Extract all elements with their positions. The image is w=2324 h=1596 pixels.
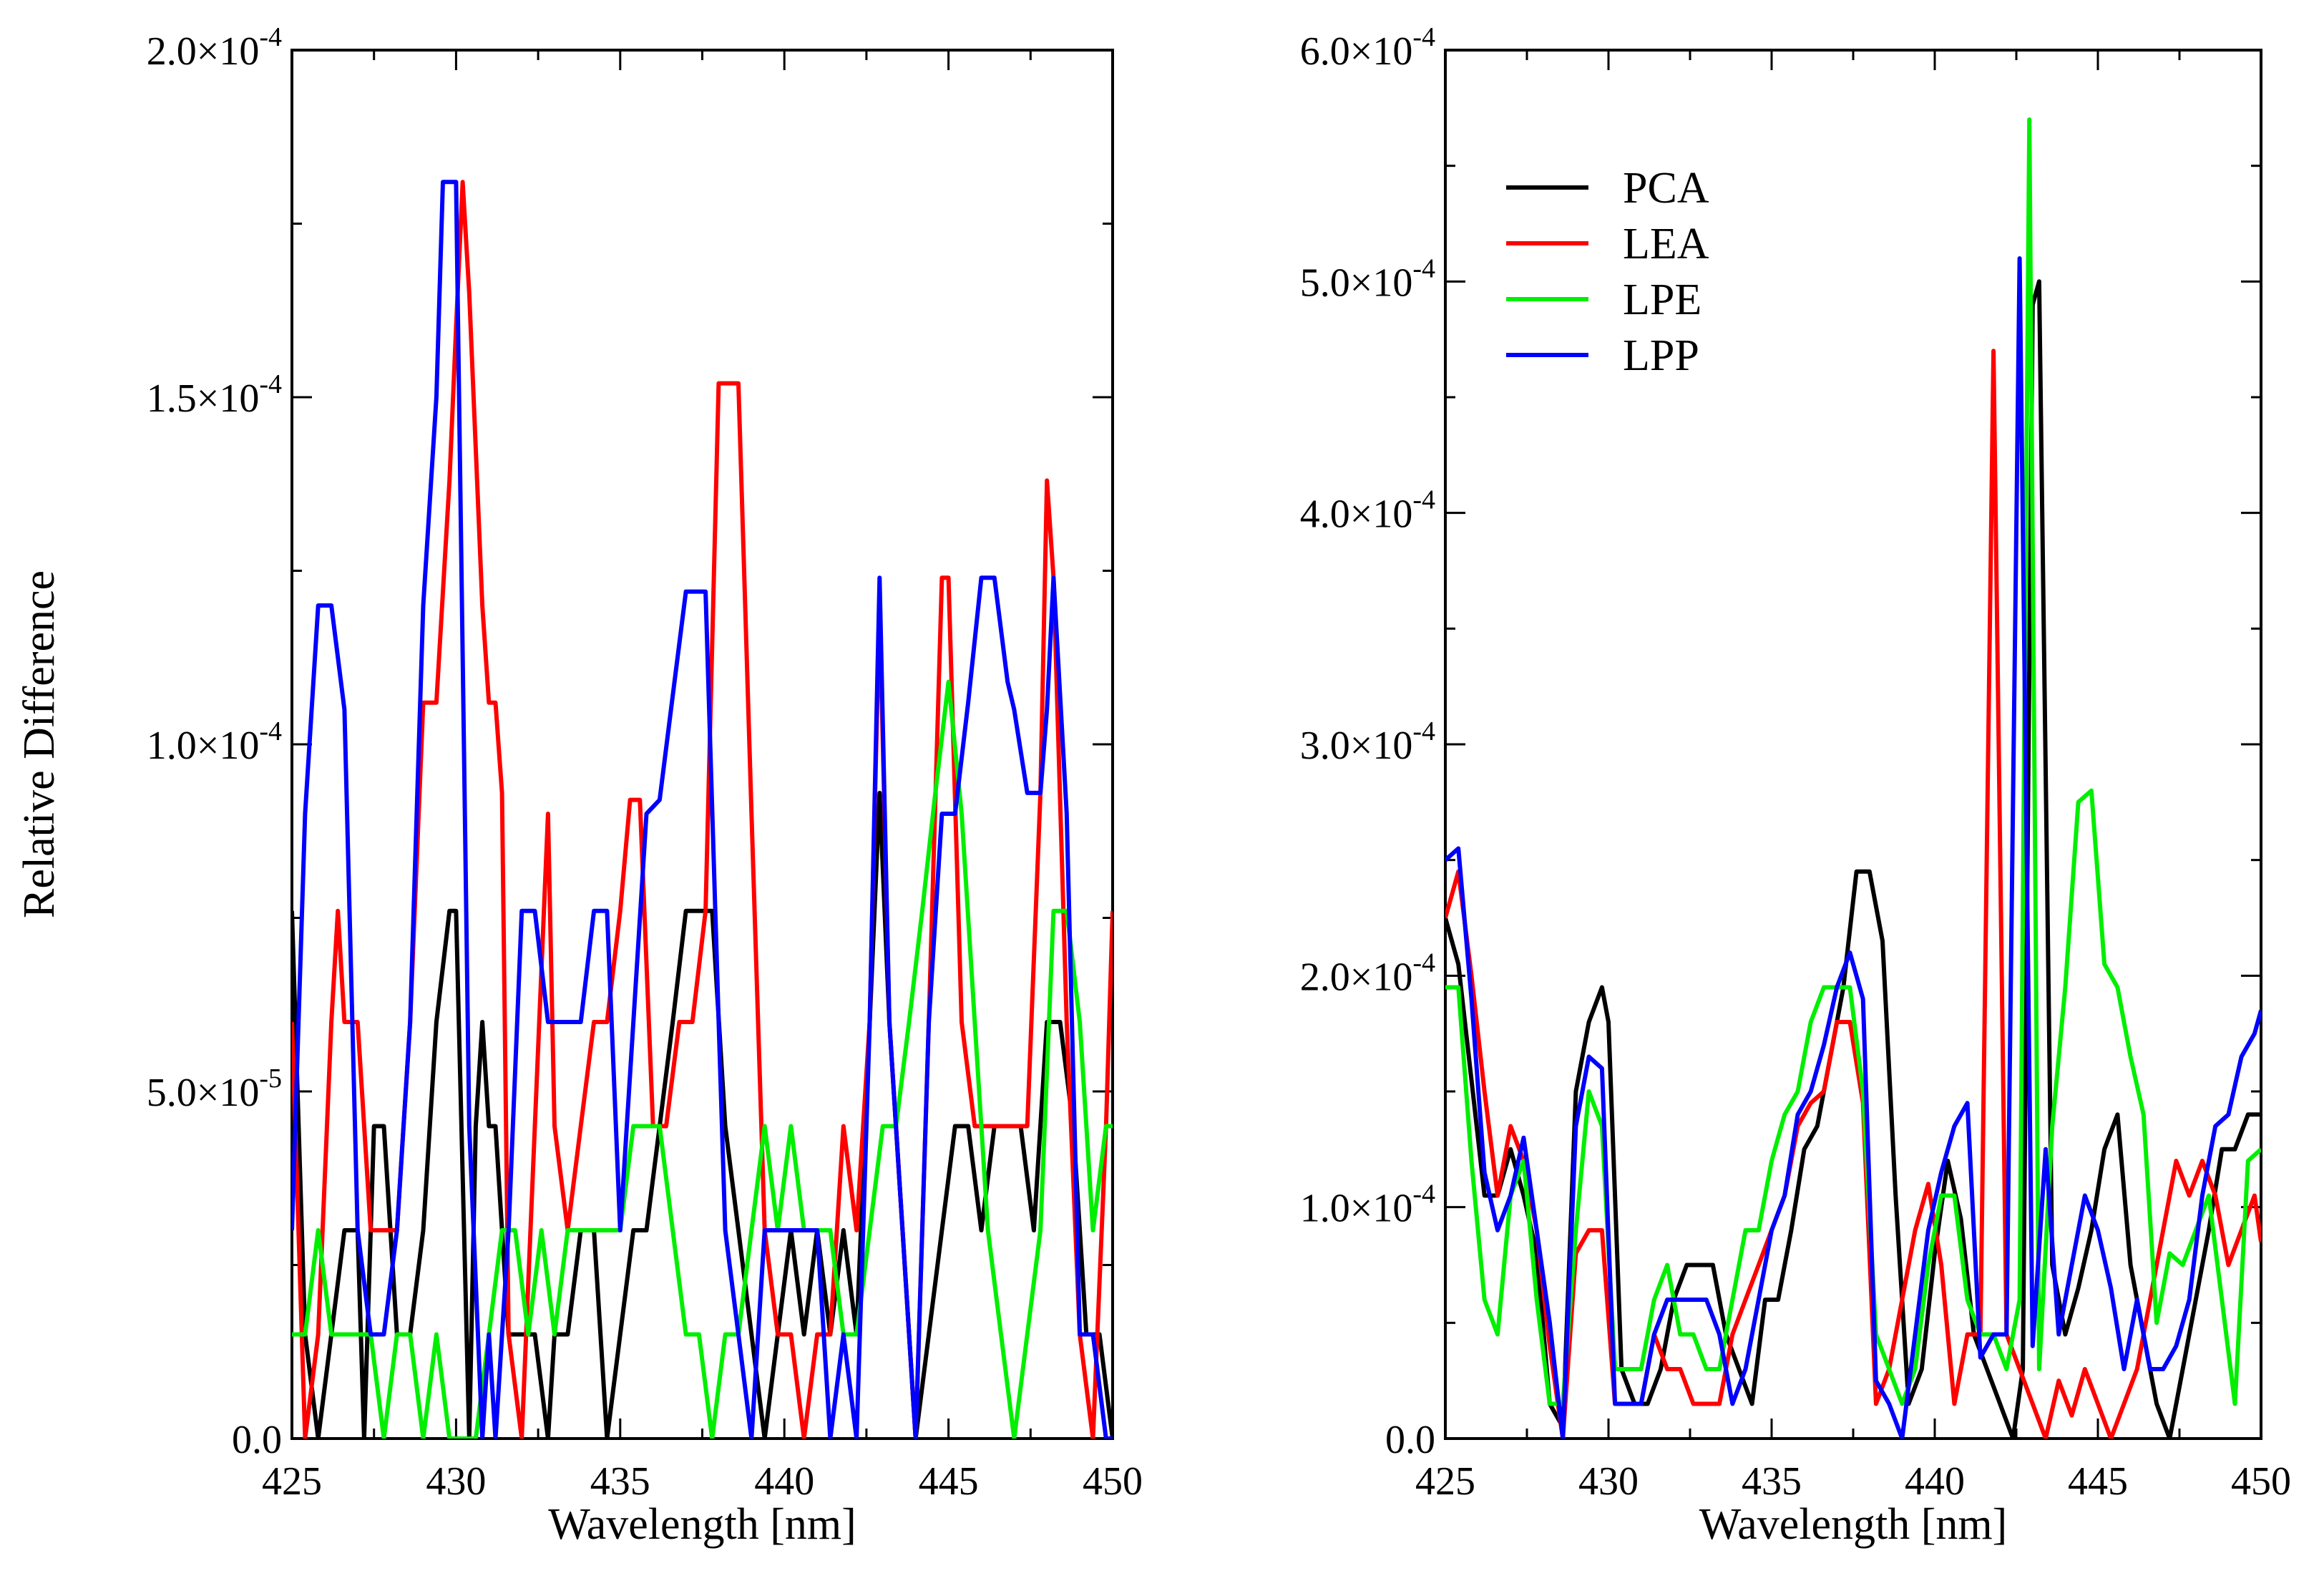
x-tick-label-445: 445	[919, 1459, 979, 1504]
y-tick-label: 1.5×10-4	[147, 369, 282, 421]
x-tick-label-440: 440	[1905, 1459, 1965, 1504]
y-tick-label: 4.0×10-4	[1300, 485, 1435, 537]
series-line-pca	[292, 790, 1113, 1439]
y-tick-label: 1.0×10-4	[147, 716, 282, 768]
x-tick-label-425: 425	[262, 1459, 322, 1504]
series-line-lpp	[292, 180, 1113, 1439]
series-line-lpe	[292, 679, 1113, 1439]
y-tick-mantissa: 1.0×10	[147, 724, 260, 768]
y-tick-mantissa: 6.0×10	[1300, 29, 1413, 74]
y-tick-mantissa: 4.0×10	[1300, 492, 1413, 537]
y-tick-label: 6.0×10-4	[1300, 22, 1435, 74]
series-line-lpp	[1445, 256, 2261, 1439]
y-tick-label: 0.0	[1385, 1418, 1435, 1462]
x-axis-title: Wavelength [nm]	[1699, 1500, 2008, 1549]
y-tick-exponent: -5	[259, 1064, 282, 1094]
y-axis-title: Relative Difference	[15, 570, 64, 918]
y-tick-label: 3.0×10-4	[1300, 716, 1435, 768]
x-tick-label-440: 440	[754, 1459, 814, 1504]
legend-label-lpe: LPE	[1623, 276, 1702, 324]
y-tick-label: 2.0×10-4	[147, 22, 282, 74]
y-tick-exponent: -4	[259, 369, 282, 399]
x-tick-label-435: 435	[1742, 1459, 1802, 1504]
series-line-lpe	[1445, 117, 2261, 1406]
x-tick-label-430: 430	[426, 1459, 486, 1504]
legend-label-pca: PCA	[1623, 164, 1709, 213]
y-tick-exponent: -4	[1412, 253, 1435, 283]
y-tick-mantissa: 3.0×10	[1300, 724, 1413, 768]
x-tick-label-450: 450	[2231, 1459, 2291, 1504]
x-tick-label-435: 435	[590, 1459, 650, 1504]
y-tick-mantissa: 2.0×10	[1300, 955, 1413, 999]
y-tick-exponent: -4	[1412, 716, 1435, 746]
right-chart-panel: 425 430 435 440 445 4500.01.0×10-42.0×10-43.0…	[1300, 22, 2291, 1549]
x-axis-title: Wavelength [nm]	[548, 1500, 856, 1549]
y-tick-mantissa: 5.0×10	[1300, 261, 1413, 305]
x-tick-label-445: 445	[2068, 1459, 2128, 1504]
legend: PCA LEA LPE LPP	[1506, 164, 1709, 380]
y-tick-exponent: -4	[1412, 22, 1435, 52]
x-tick-label-425: 425	[1415, 1459, 1475, 1504]
y-tick-mantissa: 5.0×10	[147, 1071, 260, 1115]
y-tick-label: 1.0×10-4	[1300, 1179, 1435, 1231]
y-tick-exponent: -4	[1412, 948, 1435, 978]
y-tick-label: 5.0×10-5	[147, 1064, 282, 1115]
left-chart-panel: 425 430 435 440 445 4500.05.0×10-51.0×10-41.5…	[15, 22, 1143, 1549]
y-tick-label: 0.0	[232, 1418, 282, 1462]
x-tick-label-450: 450	[1083, 1459, 1143, 1504]
series-line-pca	[1445, 279, 2261, 1439]
y-tick-label: 5.0×10-4	[1300, 253, 1435, 305]
y-tick-exponent: -4	[1412, 1179, 1435, 1210]
y-tick-label: 2.0×10-4	[1300, 948, 1435, 999]
y-tick-mantissa: 1.0×10	[1300, 1187, 1413, 1231]
series-line-lea	[292, 180, 1113, 1439]
legend-label-lea: LEA	[1623, 220, 1709, 268]
plot-frame	[1444, 49, 2262, 1440]
x-tick-label-430: 430	[1578, 1459, 1639, 1504]
legend-label-lpp: LPP	[1623, 331, 1699, 380]
y-tick-exponent: -4	[259, 716, 282, 746]
y-tick-exponent: -4	[259, 22, 282, 52]
y-tick-mantissa: 2.0×10	[147, 29, 260, 74]
series-group	[1445, 117, 2261, 1439]
y-tick-mantissa: 1.5×10	[147, 376, 260, 421]
series-line-lea	[1445, 349, 2261, 1439]
series-group	[292, 180, 1113, 1439]
y-tick-exponent: -4	[1412, 485, 1435, 515]
